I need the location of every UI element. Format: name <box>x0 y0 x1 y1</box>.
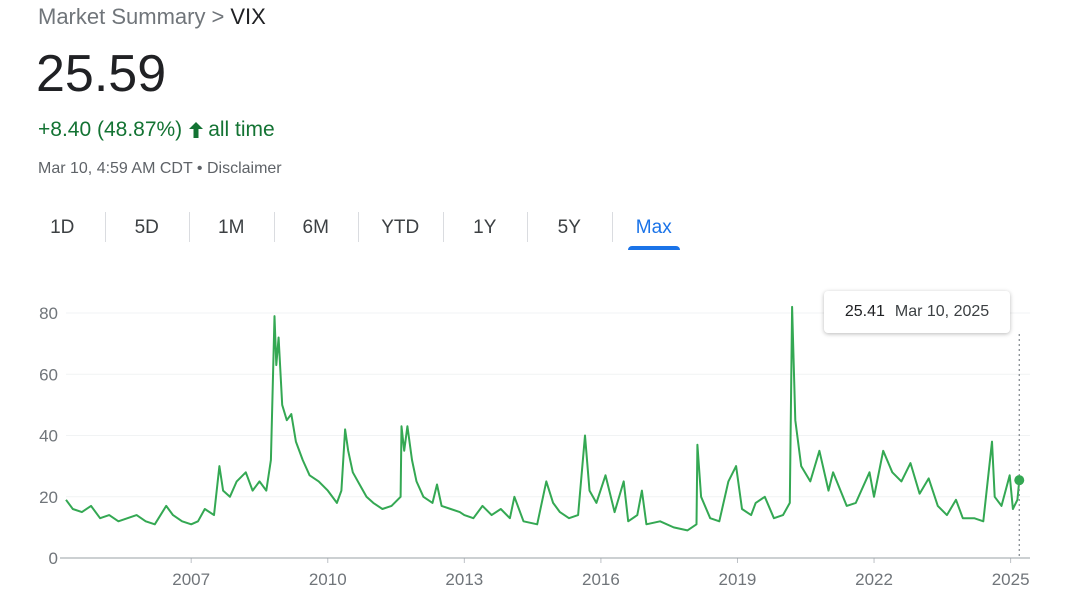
grid-lines <box>66 312 1030 498</box>
y-tick-label: 60 <box>39 365 58 384</box>
tooltip-date: Mar 10, 2025 <box>894 303 990 320</box>
x-tick-label: 2010 <box>309 570 347 589</box>
vix-line-chart[interactable]: 0 20 40 60 80 2007 2010 2013 2016 2019 2022 2025 <box>0 280 1067 598</box>
chart-tooltip: 25.41 Mar 10, 2025 <box>824 291 1010 333</box>
bullet-separator: • <box>196 160 203 177</box>
x-axis-ticks: 2007 2010 2013 2016 2019 2022 2025 <box>172 558 1030 589</box>
range-tabs: 1D 5D 1M 6M YTD 1Y 5Y Max <box>20 208 696 250</box>
breadcrumb-parent-link[interactable]: Market Summary <box>38 4 206 29</box>
tab-6m[interactable]: 6M <box>273 208 359 250</box>
tooltip-value: 25.41 <box>844 303 885 320</box>
breadcrumb-separator: > <box>211 4 225 29</box>
y-axis-ticks: 0 20 40 60 80 <box>39 304 58 568</box>
y-tick-label: 20 <box>39 488 58 507</box>
current-price: 25.59 <box>36 45 167 103</box>
tab-5d[interactable]: 5D <box>104 208 190 250</box>
arrow-up-icon <box>189 122 204 138</box>
tab-5y[interactable]: 5Y <box>527 208 612 250</box>
tab-1m[interactable]: 1M <box>189 208 274 250</box>
price-change: +8.40 (48.87%) all time <box>38 118 275 142</box>
y-tick-label: 0 <box>49 549 58 568</box>
x-tick-label: 2016 <box>582 570 620 589</box>
x-tick-label: 2007 <box>172 570 210 589</box>
y-tick-label: 80 <box>39 304 58 323</box>
change-period: all time <box>208 118 275 141</box>
x-tick-label: 2013 <box>445 570 483 589</box>
quote-timestamp: Mar 10, 4:59 AM CDT <box>38 160 193 177</box>
tab-1y[interactable]: 1Y <box>442 208 528 250</box>
change-value: +8.40 (48.87%) <box>38 118 183 141</box>
breadcrumb: Market Summary > VIX <box>38 4 266 30</box>
vix-series-line <box>65 305 1021 532</box>
x-tick-label: 2022 <box>855 570 893 589</box>
x-tick-label: 2019 <box>719 570 757 589</box>
disclaimer-link[interactable]: Disclaimer <box>206 160 282 177</box>
tab-1d[interactable]: 1D <box>50 217 75 238</box>
last-point-marker <box>1014 475 1025 486</box>
tab-ytd[interactable]: YTD <box>358 208 443 250</box>
quote-timestamp-row: Mar 10, 4:59 AM CDT • Disclaimer <box>38 160 282 178</box>
y-tick-label: 40 <box>39 427 58 446</box>
x-tick-label: 2025 <box>992 570 1030 589</box>
breadcrumb-current: VIX <box>230 4 266 29</box>
tab-max[interactable]: Max <box>611 208 697 250</box>
